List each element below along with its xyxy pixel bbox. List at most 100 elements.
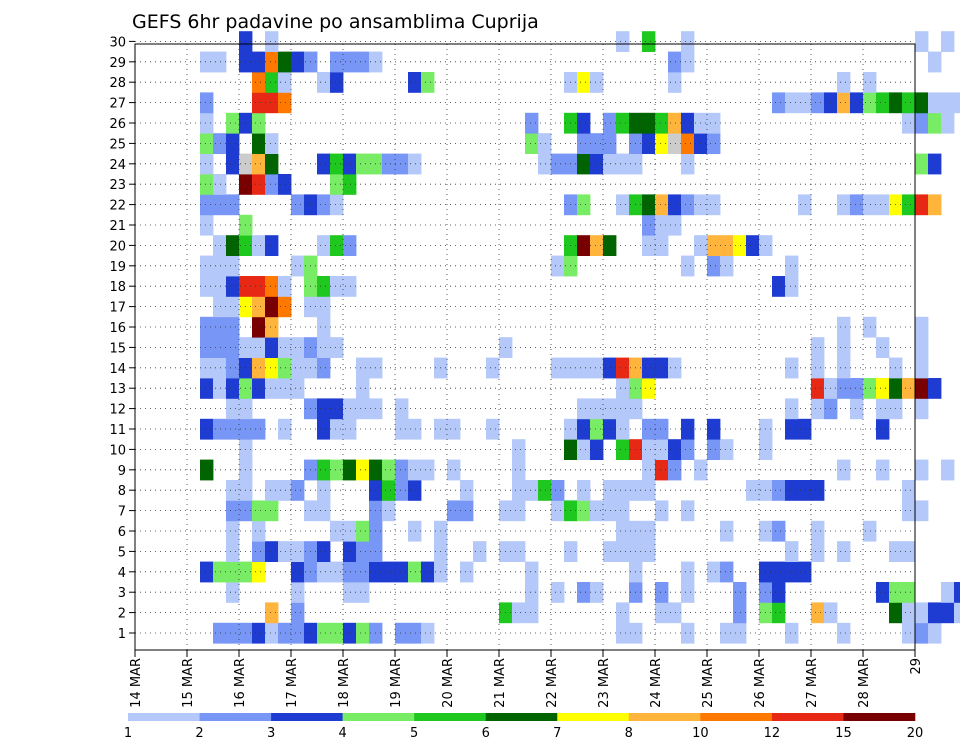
heatmap-cell (551, 255, 565, 277)
heatmap-cell (551, 357, 565, 379)
heatmap-cell (655, 459, 669, 481)
heatmap-cell (200, 92, 214, 114)
heatmap-cell (200, 153, 214, 175)
heatmap-cell (343, 541, 357, 562)
heatmap-cell (278, 72, 292, 93)
heatmap-cell (616, 480, 630, 501)
heatmap-cell (876, 459, 890, 481)
heatmap-cell (798, 480, 812, 501)
x-tick-label: 26 MAR (753, 658, 768, 708)
heatmap-cell (382, 480, 396, 501)
heatmap-cell (317, 418, 331, 440)
y-tick-label: 24 (109, 158, 126, 173)
legend-swatch (342, 713, 415, 721)
x-tick-label: 27 MAR (805, 658, 820, 708)
heatmap-cell (343, 51, 357, 73)
heatmap-cell (200, 51, 214, 73)
heatmap-cell (460, 480, 474, 501)
heatmap-cell (668, 194, 682, 216)
heatmap-cell (226, 255, 240, 277)
x-tick-label: 29 (909, 658, 924, 675)
heatmap-cell (551, 153, 565, 175)
heatmap-cell (811, 398, 825, 420)
heatmap-cell (915, 378, 929, 399)
color-legend: 1 2 3 4 5 6 7 8 10 12 15 20 (124, 713, 923, 741)
heatmap-cell (681, 112, 695, 134)
heatmap-cell (603, 235, 617, 256)
x-tick-label: 16 MAR (233, 658, 248, 708)
heatmap-cell (668, 72, 682, 93)
heatmap-cell (850, 378, 864, 399)
heatmap-cell (642, 541, 656, 562)
heatmap-cell (538, 133, 552, 154)
legend-label: 6 (482, 726, 490, 741)
heatmap-cell (785, 276, 799, 297)
heatmap-cell (291, 255, 305, 277)
heatmap-cell (213, 378, 227, 399)
heatmap-cell (252, 541, 266, 562)
heatmap-cell (577, 582, 591, 603)
heatmap-cell (863, 72, 877, 93)
heatmap-cell (213, 296, 227, 318)
heatmap-cell (486, 418, 500, 440)
heatmap-cells (200, 31, 960, 644)
heatmap-cell (343, 520, 357, 542)
heatmap-cell (811, 357, 825, 379)
heatmap-cell (590, 72, 604, 93)
heatmap-cell (772, 582, 786, 603)
heatmap-cell (291, 602, 305, 624)
heatmap-cell (902, 378, 916, 399)
heatmap-cell (733, 602, 747, 624)
heatmap-cell (395, 153, 409, 175)
heatmap-cell (642, 378, 656, 399)
heatmap-cell (226, 561, 240, 583)
heatmap-cell (603, 541, 617, 562)
heatmap-cell (746, 480, 760, 501)
heatmap-cell (915, 316, 929, 338)
heatmap-cell (317, 357, 331, 379)
heatmap-cell (265, 480, 279, 501)
heatmap-cell (876, 582, 890, 603)
legend-label: 3 (267, 726, 275, 741)
heatmap-cell (356, 459, 370, 481)
heatmap-cell (577, 439, 591, 460)
heatmap-cell (733, 622, 747, 644)
heatmap-cell (603, 418, 617, 440)
heatmap-cell (265, 174, 279, 195)
heatmap-cell (421, 72, 435, 93)
heatmap-cell (837, 541, 851, 562)
heatmap-cell (265, 500, 279, 522)
heatmap-cell (213, 133, 227, 154)
heatmap-cell (200, 561, 214, 583)
heatmap-cell (603, 133, 617, 154)
heatmap-cell (655, 602, 669, 624)
x-tick-label: 21 MAR (493, 658, 508, 708)
heatmap-cell (668, 459, 682, 481)
heatmap-cell (265, 276, 279, 297)
heatmap-cell (616, 541, 630, 562)
heatmap-cell (655, 500, 669, 522)
heatmap-cell (343, 153, 357, 175)
heatmap-cell (811, 92, 825, 114)
heatmap-cell (642, 520, 656, 542)
heatmap-cell (226, 235, 240, 256)
heatmap-cell (733, 582, 747, 603)
heatmap-cell (655, 194, 669, 216)
heatmap-cell (395, 622, 409, 644)
heatmap-cell (902, 582, 916, 603)
y-tick-label: 1 (118, 627, 126, 642)
heatmap-cell (590, 133, 604, 154)
heatmap-cell (265, 92, 279, 114)
heatmap-cell (252, 153, 266, 175)
heatmap-cell (330, 459, 344, 481)
heatmap-cell (265, 133, 279, 154)
legend-label: 1 (124, 726, 132, 741)
heatmap-cell (226, 500, 240, 522)
grid-lines (135, 41, 915, 650)
heatmap-cell (200, 112, 214, 134)
legend-swatch (771, 713, 844, 721)
heatmap-cell (902, 194, 916, 216)
heatmap-cell (252, 51, 266, 73)
x-tick-label: 20 MAR (441, 658, 456, 708)
heatmap-cell (486, 357, 500, 379)
